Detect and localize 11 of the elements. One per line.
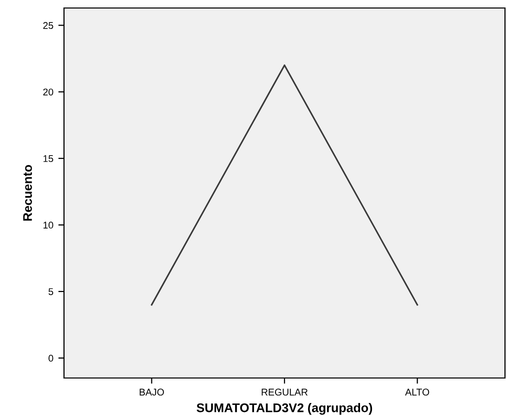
y-tick-label: 5: [48, 288, 54, 296]
y-axis-title: Recuento: [23, 165, 32, 221]
x-tick-label: REGULAR: [262, 388, 308, 396]
y-tick-label: 25: [43, 22, 54, 29]
x-tick-label: BAJO: [140, 388, 164, 396]
y-tick-label: 0: [48, 354, 54, 362]
y-tick-label: 15: [44, 155, 54, 162]
y-tick-label: 20: [43, 88, 54, 96]
x-tick-label: ALTO: [405, 388, 430, 396]
y-tick-label: 10: [44, 222, 54, 229]
x-axis-title: SUMATOTALD3V2 (agrupado): [196, 403, 372, 415]
